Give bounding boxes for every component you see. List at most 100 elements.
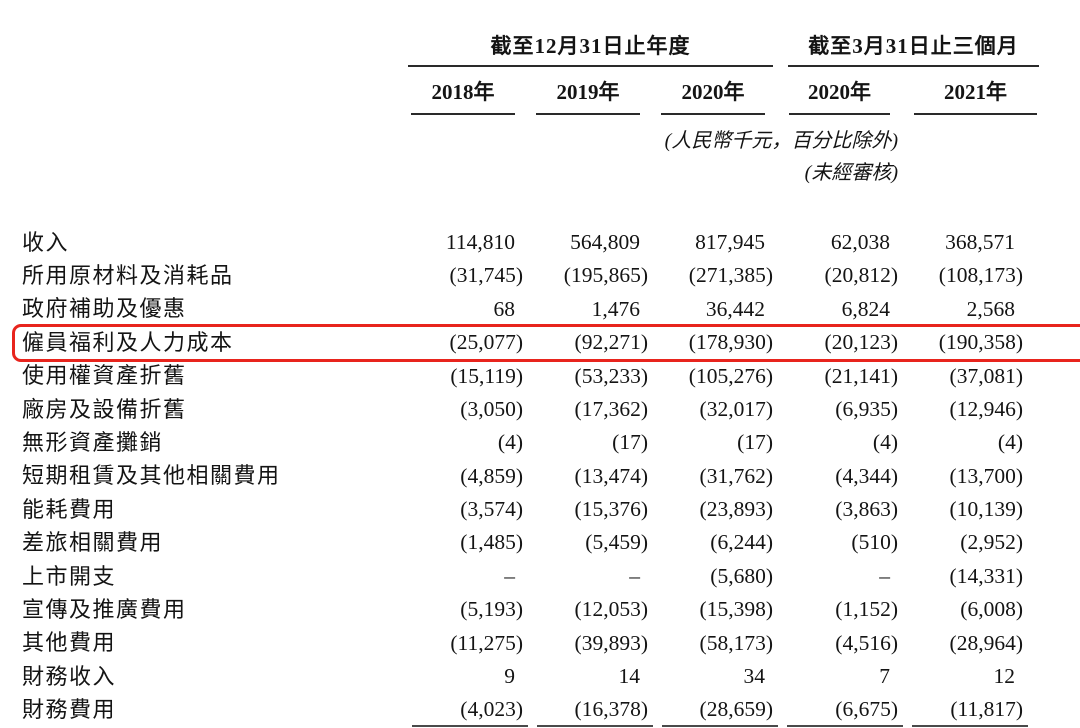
table-row: 使用權資產折舊 (15,119) (53,233) (105,276) (21,… <box>22 360 1080 393</box>
value-cell: (105,276) <box>688 363 773 388</box>
value-cell: 12 <box>993 664 1016 689</box>
value-cell: (3,863) <box>835 497 898 522</box>
value-cell: 564,809 <box>570 229 640 254</box>
value-cell: (4,859) <box>460 463 523 488</box>
row-label: 宣傳及推廣費用 <box>22 596 187 622</box>
table-row: 宣傳及推廣費用 (5,193) (12,053) (15,398) (1,152… <box>22 593 1080 626</box>
table-year-header: 2018年 2019年 2020年 2020年 2021年 <box>22 67 1080 115</box>
value-cell: (39,893) <box>574 630 648 655</box>
value-cell: (14,331) <box>949 563 1023 588</box>
year-header-q1-2020: 2020年 <box>773 67 898 115</box>
value-cell: (510) <box>851 530 898 555</box>
year-header-q1-2021: 2021年 <box>898 67 1037 115</box>
value-cell: (37,081) <box>949 363 1023 388</box>
units-note-row: (人民幣千元，百分比除外) <box>22 115 1080 153</box>
row-label: 僱員福利及人力成本 <box>22 329 234 355</box>
unaudited-note: (未經審核) <box>804 162 898 184</box>
value-cell: (13,700) <box>949 463 1023 488</box>
value-cell: (1,485) <box>460 530 523 555</box>
value-cell: (5,193) <box>460 597 523 622</box>
value-cell: (178,930) <box>688 330 773 355</box>
value-cell: 36,442 <box>705 296 765 321</box>
value-cell: (92,271) <box>574 330 648 355</box>
column-group-annual-title: 截至12月31日止年度 <box>490 34 691 58</box>
table-row: 能耗費用 (3,574) (15,376) (23,893) (3,863) (… <box>22 493 1080 526</box>
value-cell: (10,139) <box>949 497 1023 522</box>
value-cell: (6,008) <box>960 597 1023 622</box>
column-group-quarterly-title: 截至3月31日止三個月 <box>808 34 1019 58</box>
value-cell: 62,038 <box>830 229 890 254</box>
value-cell: (28,964) <box>949 630 1023 655</box>
value-cell: (17) <box>737 430 773 455</box>
table-row: 政府補助及優惠 68 1,476 36,442 6,824 2,568 <box>22 293 1080 326</box>
value-cell: 817,945 <box>695 229 765 254</box>
value-cell: (4) <box>497 430 523 455</box>
row-label: 能耗費用 <box>22 496 117 522</box>
row-label: 差旅相關費用 <box>22 530 164 556</box>
value-cell: 34 <box>743 664 766 689</box>
value-cell: (31,745) <box>449 263 523 288</box>
value-cell: (17) <box>612 430 648 455</box>
value-cell: (4,516) <box>835 630 898 655</box>
value-cell: – <box>879 563 890 588</box>
row-label: 財務費用 <box>22 697 117 723</box>
value-cell: (20,812) <box>824 263 898 288</box>
row-label: 政府補助及優惠 <box>22 296 187 322</box>
value-cell: 6,824 <box>841 296 890 321</box>
value-cell: – <box>629 563 640 588</box>
row-label: 收入 <box>22 229 70 255</box>
value-cell: (12,946) <box>949 396 1023 421</box>
value-cell: 2,568 <box>966 296 1015 321</box>
value-cell: (12,053) <box>574 597 648 622</box>
value-cell: (32,017) <box>699 396 773 421</box>
row-label: 短期租賃及其他相關費用 <box>22 463 281 489</box>
value-cell: (28,659) <box>648 699 778 727</box>
value-cell: (4) <box>997 430 1023 455</box>
value-cell: (271,385) <box>688 263 773 288</box>
row-label: 上市開支 <box>22 563 117 589</box>
table-row: 僱員福利及人力成本 (25,077) (92,271) (178,930) (2… <box>12 323 1080 363</box>
year-header-2020: 2020年 <box>648 67 773 115</box>
table-row: 廠房及設備折舊 (3,050) (17,362) (32,017) (6,935… <box>22 393 1080 426</box>
value-cell: (6,675) <box>773 699 903 727</box>
value-cell: (58,173) <box>699 630 773 655</box>
value-cell: 7 <box>879 664 890 689</box>
value-cell: (15,398) <box>699 597 773 622</box>
value-cell: (4,023) <box>398 699 528 727</box>
value-cell: (4) <box>872 430 898 455</box>
value-cell: (15,119) <box>450 363 523 388</box>
value-cell: 1,476 <box>591 296 640 321</box>
value-cell: (11,275) <box>450 630 523 655</box>
value-cell: 114,810 <box>445 229 515 254</box>
value-cell: 68 <box>493 296 516 321</box>
row-label: 財務收入 <box>22 663 117 689</box>
value-cell: (1,152) <box>835 597 898 622</box>
value-cell: (11,817) <box>898 699 1028 727</box>
row-label: 廠房及設備折舊 <box>22 396 187 422</box>
value-cell: (17,362) <box>574 396 648 421</box>
row-label: 其他費用 <box>22 630 117 656</box>
header-body-gap <box>22 185 1080 226</box>
value-cell: 14 <box>618 664 641 689</box>
row-label: 無形資產攤銷 <box>22 430 164 456</box>
value-cell: (108,173) <box>938 263 1023 288</box>
table-row: 差旅相關費用 (1,485) (5,459) (6,244) (510) (2,… <box>22 527 1080 560</box>
table-column-group-header: 截至12月31日止年度 截至3月31日止三個月 <box>22 30 1080 67</box>
row-label: 所用原材料及消耗品 <box>22 263 234 289</box>
column-group-annual: 截至12月31日止年度 <box>408 30 773 67</box>
value-cell: (5,459) <box>585 530 648 555</box>
table-row: 財務收入 9 14 34 7 12 <box>22 660 1080 693</box>
value-cell: (16,378) <box>523 699 653 727</box>
table-row: 短期租賃及其他相關費用 (4,859) (13,474) (31,762) (4… <box>22 460 1080 493</box>
year-header-2019: 2019年 <box>523 67 648 115</box>
table-row: 其他費用 (11,275) (39,893) (58,173) (4,516) … <box>22 627 1080 660</box>
value-cell: (21,141) <box>824 363 898 388</box>
empty-corner-cell <box>22 67 398 115</box>
table-row: 無形資產攤銷 (4) (17) (17) (4) (4) <box>22 426 1080 459</box>
year-header-2018: 2018年 <box>398 67 523 115</box>
value-cell: (6,935) <box>835 396 898 421</box>
value-cell: (195,865) <box>563 263 648 288</box>
value-cell: (20,123) <box>824 330 898 355</box>
value-cell: (15,376) <box>574 497 648 522</box>
